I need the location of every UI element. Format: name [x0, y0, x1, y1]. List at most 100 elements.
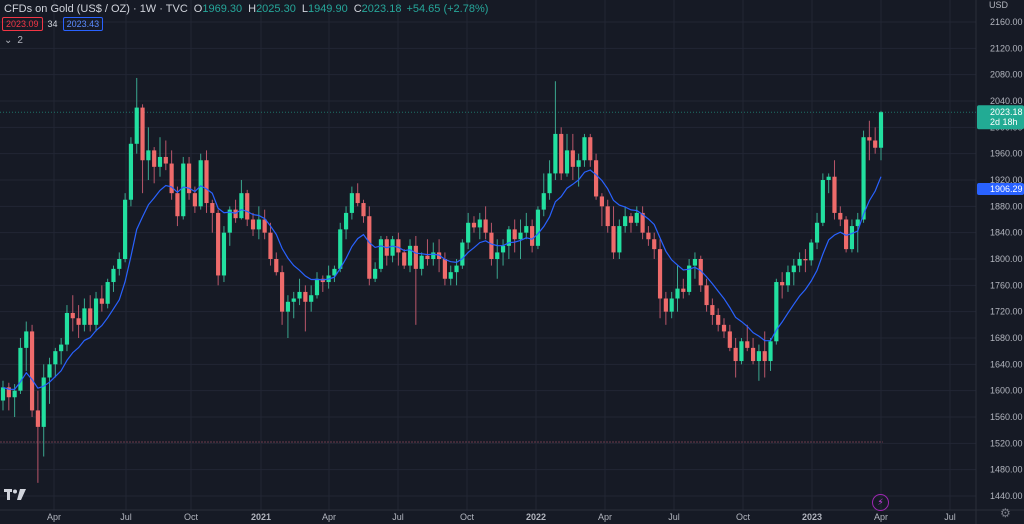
y-tick-label: 2040.00 [990, 96, 1023, 106]
candle-body [169, 163, 174, 194]
candle-body [250, 219, 256, 230]
candle [332, 265, 337, 283]
candle-body [733, 347, 738, 362]
tradingview-logo-icon[interactable] [4, 489, 26, 503]
candle-body [593, 160, 599, 197]
y-tick-label: 1720.00 [990, 307, 1023, 317]
candle-body [652, 239, 657, 250]
candle-body [18, 347, 23, 391]
candle [204, 150, 209, 213]
candle [809, 239, 814, 266]
candle-body [477, 219, 482, 228]
candle [442, 252, 448, 286]
candle [721, 318, 727, 338]
gear-icon[interactable]: ⚙ [1000, 506, 1011, 520]
candle [285, 295, 291, 338]
candle-body [268, 232, 273, 259]
candle [425, 239, 430, 266]
indicator-price-box[interactable]: 2023.09 [2, 17, 43, 31]
candle [152, 147, 157, 184]
x-tick-label: Oct [736, 512, 751, 522]
candle-body [402, 252, 407, 266]
candle-body [140, 107, 145, 161]
candle [623, 206, 628, 233]
candle-body [407, 245, 413, 266]
candle-body [297, 291, 302, 299]
current-price-tag [977, 105, 1024, 130]
candle [710, 298, 715, 325]
candle-body [483, 219, 488, 233]
candle-body [518, 232, 523, 240]
candle [396, 232, 401, 266]
candle-body [506, 229, 511, 246]
candle-body [35, 410, 40, 427]
candle [349, 186, 354, 220]
candle-body [239, 193, 244, 219]
candle [687, 259, 692, 296]
currency-selector[interactable]: USD [989, 0, 1009, 10]
lightning-icon[interactable]: ⚡ [872, 494, 889, 511]
indicators-collapse-toggle[interactable]: ⌄ 2 [4, 35, 23, 46]
high-label: H [248, 3, 257, 15]
candle [186, 156, 192, 200]
candle-body [378, 239, 384, 269]
candle [373, 262, 378, 283]
candle-body [855, 219, 860, 227]
candle [745, 324, 750, 352]
candle [0, 380, 6, 411]
candle-body [99, 298, 104, 304]
candle-body [64, 312, 70, 345]
close-value: 2023.18 [361, 3, 402, 15]
candle [53, 347, 58, 378]
x-tick-label: Oct [184, 512, 199, 522]
candle [646, 226, 651, 246]
candle-body [390, 239, 395, 256]
candle-body [157, 156, 163, 167]
candle-body [861, 137, 866, 220]
candle-body [704, 285, 709, 306]
candle [262, 209, 267, 240]
symbol-title[interactable]: CFDs on Gold (US$ / OZ) · 1W · TVC [4, 3, 188, 15]
candle [454, 259, 459, 286]
candle [640, 206, 645, 240]
y-tick-label: 2160.00 [990, 17, 1023, 27]
candle [535, 206, 541, 250]
candle [814, 212, 820, 250]
y-tick-label: 2120.00 [990, 43, 1023, 53]
candle-body [617, 226, 622, 253]
candle [716, 308, 721, 332]
candle [35, 390, 40, 483]
candle [861, 130, 866, 223]
candle [675, 265, 680, 312]
candle [559, 127, 564, 180]
candle-body [471, 222, 477, 228]
candle-body [24, 331, 29, 348]
candle [838, 206, 843, 227]
candle-body [204, 160, 209, 204]
indicator-row[interactable]: 2023.09 34 2023.43 [2, 17, 104, 31]
candle [599, 193, 604, 227]
candle-body [611, 226, 616, 253]
candle-body [431, 252, 436, 259]
candle [878, 110, 884, 161]
candle-body [727, 331, 732, 348]
candle [198, 153, 203, 210]
candle-body [233, 209, 238, 219]
candle [163, 140, 168, 171]
candle [739, 338, 744, 365]
candle [256, 206, 261, 240]
candle-body [739, 341, 744, 362]
indicator-ma-box[interactable]: 2023.43 [62, 17, 104, 31]
candle [250, 212, 256, 236]
candle [169, 150, 174, 200]
change-value: +54.65 (+2.78%) [406, 3, 489, 15]
candle-body [570, 150, 575, 167]
candle-body [588, 137, 593, 161]
candle [227, 206, 232, 246]
candle [134, 77, 139, 154]
candle-body [657, 249, 663, 299]
candle-body [687, 265, 692, 292]
candle [338, 222, 343, 273]
candle [657, 239, 663, 319]
